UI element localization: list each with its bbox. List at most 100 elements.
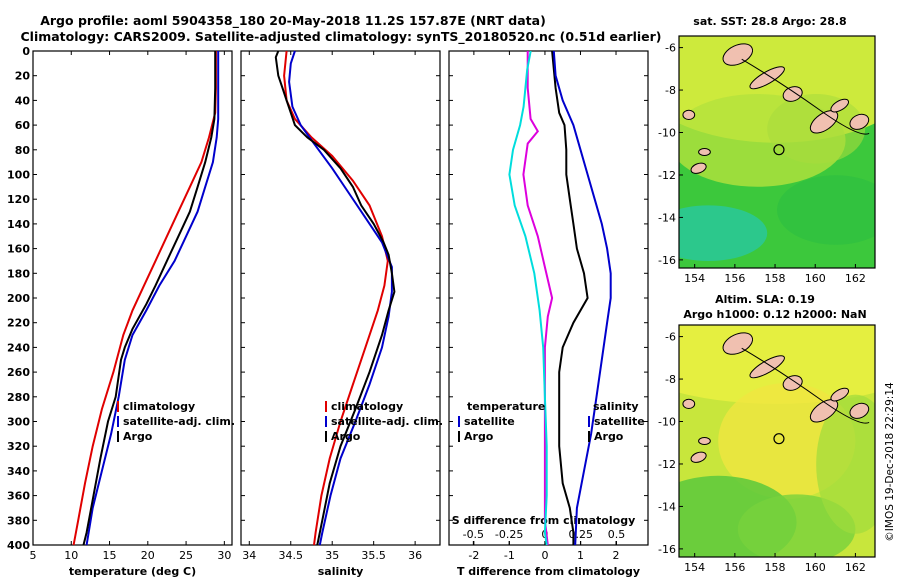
map-y-tick-label: -12 bbox=[658, 458, 676, 471]
y-tick-label: 260 bbox=[7, 366, 30, 379]
map-x-tick-label: 162 bbox=[845, 561, 866, 574]
title-line-1: Argo profile: aoml 5904358_180 20-May-20… bbox=[40, 13, 546, 29]
y-tick-label: 120 bbox=[7, 193, 30, 206]
plot-frame bbox=[448, 50, 649, 546]
legend-entry: Argo bbox=[464, 430, 494, 443]
credit-label: ©IMOS 19-Dec-2018 22:29:14 bbox=[884, 382, 896, 542]
map-y-tick-label: -10 bbox=[658, 127, 676, 140]
map-y-tick-label: -16 bbox=[658, 254, 676, 267]
island bbox=[809, 110, 839, 134]
x-tick-label: 30 bbox=[217, 549, 231, 562]
y-tick-label: 280 bbox=[7, 391, 30, 404]
map-y-tick-label: -14 bbox=[658, 500, 676, 513]
series-line-satellite-adj-clim- bbox=[288, 50, 393, 546]
series-line-satellite-s bbox=[522, 51, 554, 546]
x-tick-label: 5 bbox=[30, 549, 37, 562]
y-tick-label: 40 bbox=[15, 94, 31, 107]
legend-title: temperature bbox=[467, 400, 545, 413]
map-x-tick-label: 154 bbox=[684, 561, 705, 574]
coastline bbox=[741, 58, 870, 135]
island bbox=[809, 399, 839, 423]
map-x-tick-label: 156 bbox=[724, 561, 745, 574]
island bbox=[698, 148, 711, 156]
series-line-satellite-adj-clim- bbox=[85, 51, 220, 546]
y-tick-label: 360 bbox=[7, 490, 30, 503]
legend-entry: Argo bbox=[123, 430, 153, 443]
map-y-tick-label: -10 bbox=[658, 416, 676, 429]
map-x-tick-label: 158 bbox=[765, 272, 786, 285]
island bbox=[849, 113, 870, 130]
map-y-tick-label: -6 bbox=[665, 331, 676, 344]
x-tick-label: 25 bbox=[179, 549, 193, 562]
x-tick-label: 34.5 bbox=[279, 549, 304, 562]
x-axis-label: salinity bbox=[318, 565, 364, 578]
y-tick-label: 340 bbox=[7, 465, 30, 478]
map-frame bbox=[678, 324, 876, 558]
y-tick-label: 20 bbox=[15, 70, 31, 83]
map-y-tick-label: -14 bbox=[658, 211, 676, 224]
island bbox=[782, 375, 803, 391]
y-tick-label: 140 bbox=[7, 218, 30, 231]
map-field bbox=[679, 36, 875, 268]
map-color-region bbox=[816, 394, 875, 534]
x-tick-label: -2 bbox=[468, 549, 479, 562]
island bbox=[690, 162, 707, 174]
x-tick-label: 34 bbox=[242, 549, 256, 562]
series-line-argo bbox=[274, 50, 396, 546]
sst-map-title: sat. SST: 28.8 Argo: 28.8 bbox=[693, 15, 846, 28]
series-line-argo-t-diff bbox=[551, 50, 589, 545]
legend-entry: satellite-adj. clim. bbox=[123, 415, 235, 428]
legend-title: salinity bbox=[593, 400, 639, 413]
title-line-2: Climatology: CARS2009. Satellite-adjuste… bbox=[20, 29, 661, 45]
island bbox=[682, 109, 696, 121]
legend-entry: Argo bbox=[331, 430, 361, 443]
profile-charts: 0204060801001201401601802002202402602803… bbox=[7, 45, 649, 578]
chart-salinity: 34 34.5 35 35.5 36 salinity climatology satelli… bbox=[240, 50, 443, 578]
legend-entry: satellite bbox=[594, 415, 645, 428]
map-field bbox=[679, 325, 875, 557]
series-line-climatology bbox=[72, 51, 217, 546]
series-line-satellite-t bbox=[508, 50, 548, 546]
island bbox=[782, 86, 803, 102]
map-x-tick-label: 162 bbox=[845, 272, 866, 285]
island bbox=[722, 43, 754, 66]
map-x-tick-label: 160 bbox=[805, 561, 826, 574]
x-tick-label: 35.5 bbox=[361, 549, 386, 562]
y-tick-label: 380 bbox=[7, 514, 30, 527]
plot-frame bbox=[32, 50, 233, 546]
island bbox=[722, 332, 754, 355]
maps: sat. SST: 28.8 Argo: 28.8 154 156 158 160 162… bbox=[658, 15, 876, 574]
x-tick-label: 1 bbox=[577, 549, 584, 562]
chart-temperature: 0 20 40 60 80 100 120 140 160 180 200 220 240 260 280 3… bbox=[7, 45, 235, 578]
legend-entry: climatology bbox=[331, 400, 403, 413]
map-y-tick-label: -12 bbox=[658, 169, 676, 182]
map-x-tick-label: 158 bbox=[765, 561, 786, 574]
x-tick-label: 35 bbox=[325, 549, 339, 562]
map-x-tick-label: 156 bbox=[724, 272, 745, 285]
chart-difference: -2 -1 0 1 2 T difference from climatology -0.5… bbox=[448, 50, 649, 578]
x-tick-label: 0 bbox=[541, 549, 548, 562]
map-sla: 154 156 158 160 162 -6 -8 -10 -12 -14 -16 bbox=[658, 324, 876, 574]
x-axis-label: temperature (deg C) bbox=[69, 565, 196, 578]
x2-tick-label: 0.5 bbox=[608, 528, 626, 541]
map-y-tick-label: -16 bbox=[658, 543, 676, 556]
y-tick-label: 320 bbox=[7, 440, 30, 453]
map-frame bbox=[678, 35, 876, 269]
map-y-tick-label: -8 bbox=[665, 84, 676, 97]
map-y-tick-label: -6 bbox=[665, 42, 676, 55]
y-tick-label: 220 bbox=[7, 317, 30, 330]
y-tick-label: 240 bbox=[7, 341, 30, 354]
island bbox=[682, 398, 696, 410]
legend-entry: Argo bbox=[594, 430, 624, 443]
sla-map-title: Altim. SLA: 0.19 bbox=[715, 293, 815, 306]
island bbox=[849, 402, 870, 419]
argo-location-marker bbox=[773, 144, 785, 156]
x-axis-label: T difference from climatology bbox=[457, 565, 640, 578]
island bbox=[830, 98, 850, 113]
x2-tick-label: -0.5 bbox=[463, 528, 484, 541]
x-tick-label: 36 bbox=[408, 549, 422, 562]
plot-frame bbox=[240, 50, 441, 546]
map-color-region bbox=[777, 175, 875, 245]
y-tick-label: 300 bbox=[7, 416, 30, 429]
map-x-tick-label: 160 bbox=[805, 272, 826, 285]
